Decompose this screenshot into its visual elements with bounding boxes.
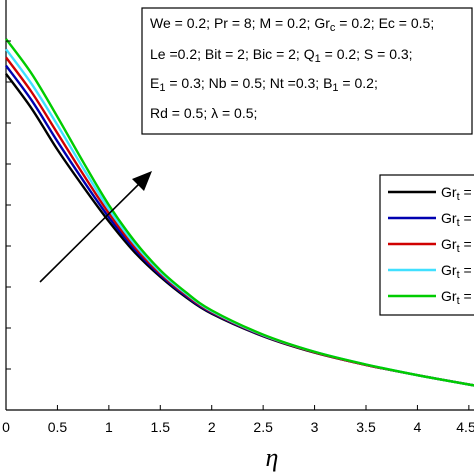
x-tick-label: 2 bbox=[208, 419, 216, 435]
arrow-shaft bbox=[39, 179, 144, 283]
parameter-line-2: Le =0.2; Bit = 2; Bic = 2; Q1 = 0.2; S =… bbox=[150, 46, 413, 65]
legend-label-5: Grt = bbox=[441, 288, 472, 307]
legend-label-2: Grt = bbox=[441, 210, 472, 229]
x-tick-label: 2.5 bbox=[253, 419, 273, 435]
parameter-line-4: Rd = 0.5; λ = 0.5; bbox=[150, 105, 257, 121]
legend: Grt = Grt = Grt = Grt = Grt = bbox=[379, 174, 474, 316]
parameter-line-1: We = 0.2; Pr = 8; M = 0.2; Grc = 0.2; Ec… bbox=[150, 15, 434, 34]
parameter-line-3: E1 = 0.3; Nb = 0.5; Nt =0.3; B1 = 0.2; bbox=[150, 75, 378, 94]
series-line-5 bbox=[5, 38, 474, 387]
legend-label-3: Grt = bbox=[441, 236, 472, 255]
legend-label-4: Grt = bbox=[441, 262, 472, 281]
series-lines bbox=[5, 38, 474, 387]
x-tick-label: 3.5 bbox=[356, 419, 376, 435]
x-tick-label: 0 bbox=[2, 419, 10, 435]
arrow-head bbox=[132, 171, 152, 191]
parameter-box: We = 0.2; Pr = 8; M = 0.2; Grc = 0.2; Ec… bbox=[141, 7, 473, 135]
x-tick-label: 1.5 bbox=[151, 419, 171, 435]
parameter-box-border bbox=[141, 7, 473, 135]
axis-ticks: 0 0.5 1 1.5 2 2.5 3 3.5 4 4.5 bbox=[2, 40, 474, 435]
increase-arrow bbox=[39, 171, 152, 283]
x-tick-label: 0.5 bbox=[48, 419, 68, 435]
x-tick-label: 1 bbox=[105, 419, 113, 435]
x-axis-label: η bbox=[266, 443, 279, 472]
legend-label-1: Grt = bbox=[441, 184, 472, 203]
x-tick-label: 4.5 bbox=[456, 419, 474, 435]
x-tick-label: 4 bbox=[414, 419, 422, 435]
x-tick-label: 3 bbox=[311, 419, 319, 435]
